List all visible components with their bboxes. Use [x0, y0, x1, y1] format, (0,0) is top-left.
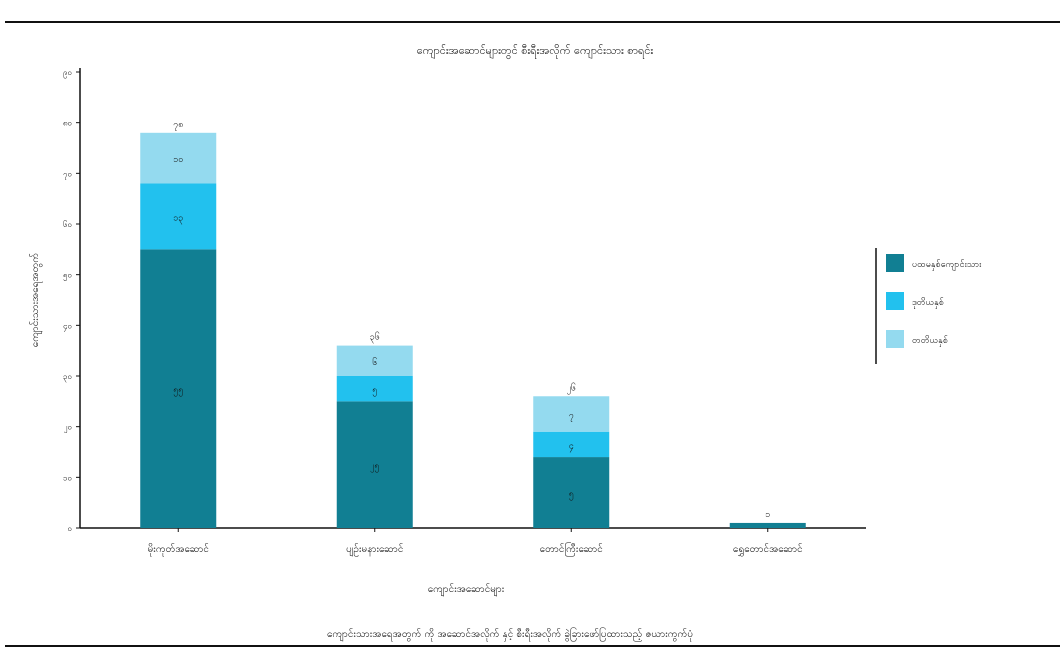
bar-segment-1 [729, 522, 806, 528]
y-tick-label: ၅၀ [63, 271, 72, 282]
bar-segment-1 [336, 401, 413, 528]
bar-segment-1 [140, 249, 217, 529]
bar-value-label: ၅ [569, 490, 574, 501]
bar-value-label: ၄ [569, 441, 574, 452]
bar-segment-1 [533, 457, 610, 528]
y-tick-label: ၄၀ [63, 321, 72, 332]
bar-total-label: ၃၆ [370, 332, 380, 344]
bar-value-label: ၁၃ [173, 213, 183, 224]
legend: ပထမနှစ်ကျောင်းသားဒုတိယနှစ်တတိယနှစ် [875, 248, 982, 364]
legend-label: တတိယနှစ် [912, 335, 948, 347]
chart-title: ကျောင်းအဆောင်များတွင် စီးရီးအလိုက် ကျောင… [417, 44, 654, 59]
bar-segment-3 [140, 132, 217, 184]
y-axis-label: ကျောင်းသားအရေအတွက် [28, 253, 43, 347]
chart-caption: ကျောင်းသားအရေအတွက် ကို အဆောင်အလိုက် နှင့… [327, 626, 693, 642]
bar-value-label: ၂၅ [370, 462, 379, 473]
legend-swatch [886, 254, 904, 272]
bar-segment-2 [140, 183, 217, 250]
y-tick-label: ၃၀ [63, 372, 72, 383]
bar-value-label: ၇ [569, 411, 574, 422]
bar-total-label: ၁ [765, 510, 770, 520]
bar-value-label: ၅၅ [173, 386, 183, 397]
bar-value-label: ၆ [372, 357, 377, 368]
legend-label: ဒုတိယနှစ် [912, 297, 944, 309]
x-tick-label: ပျဉ်းမနားဆောင် [346, 542, 403, 557]
x-tick-label: ရွှေတောင်အဆောင် [733, 542, 803, 557]
legend-swatch [886, 292, 904, 310]
bar-value-label: ၁၀ [173, 155, 183, 165]
x-tick-label: မိုးကုတ်အဆောင် [148, 542, 209, 557]
y-tick-label: ၆၀ [63, 219, 72, 229]
bar-segment-3 [336, 345, 413, 376]
legend-swatch [886, 330, 904, 348]
legend-label: ပထမနှစ်ကျောင်းသား [912, 259, 982, 271]
y-tick-label: ၈၀ [63, 119, 72, 128]
bar-value-label: ၅ [372, 386, 377, 397]
y-tick-label: ၁၀ [63, 473, 72, 482]
y-tick-label: ၀ [68, 524, 73, 533]
plot-area: ၀၁၀၂၀၃၀၄၀၅၀၆၀၇၀၈၀၉၀၅၅၁၃၁၀၇၈မိုးကုတ်အဆောင… [63, 68, 866, 557]
bar-total-label: ၇၈ [173, 120, 183, 131]
y-tick-label: ၇၀ [63, 169, 72, 180]
bar-segment-3 [533, 396, 610, 432]
bar-segment-2 [533, 431, 610, 458]
y-tick-label: ၂၀ [64, 423, 72, 434]
bar-total-label: ၂၆ [567, 382, 576, 394]
y-tick-label: ၉၀ [63, 68, 72, 79]
x-axis-label: ကျောင်းအဆောင်များ [428, 582, 505, 597]
x-tick-label: တောင်ကြီးဆောင် [540, 541, 603, 557]
bar-segment-2 [336, 376, 413, 402]
